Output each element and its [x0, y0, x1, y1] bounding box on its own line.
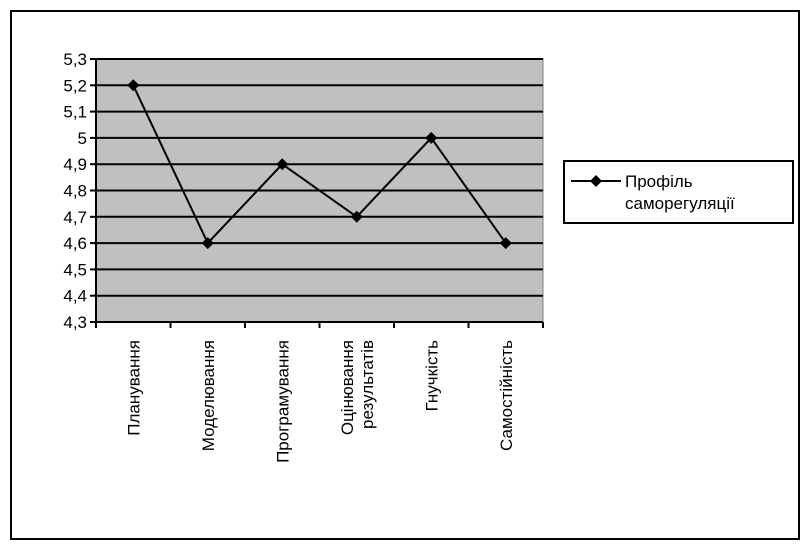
legend-label: саморегуляції — [625, 194, 735, 213]
y-tick-label: 4,8 — [63, 182, 87, 201]
data-point — [201, 237, 214, 250]
y-tick-label: 4,9 — [63, 155, 87, 174]
y-tick-label: 5,2 — [63, 76, 87, 95]
y-tick-label: 5,3 — [63, 50, 87, 69]
x-tick-label: Гнучкість — [422, 340, 441, 411]
series-group — [127, 79, 512, 250]
legend-label: Профіль — [625, 172, 693, 191]
x-tick-label: Програмування — [273, 340, 292, 463]
data-point — [127, 79, 140, 92]
y-tick-label: 4,4 — [63, 287, 87, 306]
x-tick-label: результатів — [358, 340, 377, 429]
x-axis: Планування Моделювання Програмування Оцінюв… — [90, 321, 544, 463]
series-line — [132, 84, 507, 245]
data-point — [425, 131, 438, 144]
y-tick-label: 4,7 — [63, 208, 87, 227]
y-tick-label: 4,5 — [63, 260, 87, 279]
y-tick-label: 5 — [78, 129, 87, 148]
y-tick-label: 5,1 — [63, 103, 87, 122]
x-tick-label: Самостійність — [497, 340, 516, 451]
x-tick-label: Оцінювання — [338, 340, 357, 435]
x-tick-label: Моделювання — [199, 340, 218, 451]
y-tick-label: 4,6 — [63, 234, 87, 253]
y-axis: 5,3 5,2 5,1 5 4,9 4,8 4,7 4,6 4,5 4,4 4,3 — [63, 50, 97, 332]
data-point — [350, 210, 363, 223]
legend-marker-swatch — [590, 175, 602, 187]
data-point — [276, 158, 289, 171]
data-point — [499, 237, 512, 250]
legend: Профіль саморегуляції — [563, 160, 794, 224]
legend-box — [563, 160, 794, 224]
x-tick-label: Планування — [124, 340, 143, 436]
y-tick-label: 4,3 — [63, 313, 87, 332]
